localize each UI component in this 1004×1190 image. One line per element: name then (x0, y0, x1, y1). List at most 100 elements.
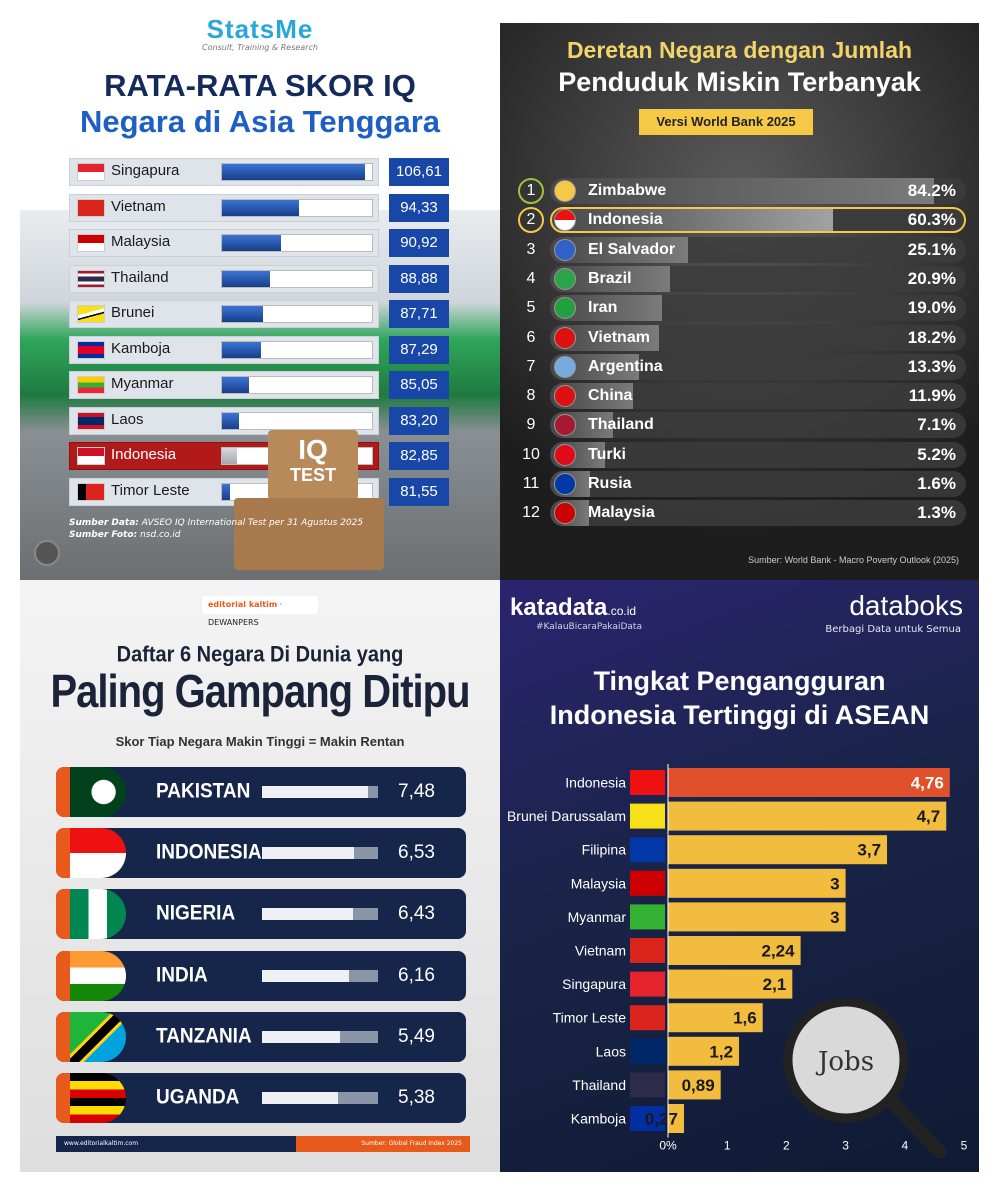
iq-bar (222, 199, 299, 216)
poverty-country: Rusia (588, 475, 632, 492)
unemployment-bar (668, 1036, 740, 1066)
poverty-rank: 9 (526, 416, 536, 434)
poverty-row: 11 Rusia 1.6% (516, 471, 966, 497)
flag-icon (70, 1073, 126, 1123)
iq-value: 88,88 (389, 264, 449, 293)
poverty-row: 6 Vietnam 18.2% (516, 324, 966, 351)
poverty-subtitle: Penduduk Miskin Terbanyak (558, 67, 921, 97)
flag-icon (554, 385, 576, 408)
iq-bar (222, 483, 231, 500)
fraud-track (262, 1092, 378, 1104)
poverty-rank: 6 (526, 328, 536, 346)
poverty-track (550, 178, 966, 204)
fraud-row: PAKISTAN 7,48 (56, 767, 466, 817)
unemployment-bar (668, 835, 888, 865)
unemployment-bar (668, 868, 846, 898)
iq-bar (222, 377, 250, 393)
poverty-title: Deretan Negara dengan Jumlah (566, 37, 913, 63)
iq-country: Myanmar (111, 375, 174, 392)
editorial-logos: editorial kaltim · DEWANPERS (202, 596, 318, 627)
iq-value: 83,20 (389, 406, 449, 435)
flag-icon (77, 305, 105, 323)
poverty-rank: 4 (526, 269, 536, 287)
poverty-rank: 10 (522, 445, 540, 463)
fraud-value: 7,48 (398, 781, 435, 802)
poverty-track (550, 412, 966, 439)
fraud-subtitle: Paling Gampang Ditipu (50, 666, 470, 718)
iq-bar (222, 235, 281, 251)
iq-row: Vietnam 94,33 (69, 193, 449, 222)
poverty-bar (550, 178, 934, 204)
x-tick-label: 1 (724, 1139, 731, 1153)
iq-row: Malaysia 90,92 (69, 229, 449, 257)
iq-title: RATA-RATA SKOR IQ (104, 68, 416, 103)
flag-icon (554, 443, 576, 466)
fraud-country: INDONESIA (156, 841, 262, 865)
poverty-rank: 8 (526, 387, 536, 405)
fraud-panel: editorial kaltim · DEWANPERS Daftar 6 Ne… (20, 580, 500, 1172)
unemployment-country-label: Singapura (562, 976, 626, 992)
iq-row: Laos 83,20 (69, 406, 449, 435)
iq-row: Singapura 106,61 (69, 158, 449, 186)
poverty-track (550, 324, 966, 351)
user-icon[interactable] (34, 540, 60, 566)
unemployment-country-label: Thailand (572, 1077, 626, 1093)
poverty-value: 20.9% (907, 268, 956, 288)
poverty-row: 5 Iran 19.0% (516, 295, 966, 322)
iq-row: Indonesia 82,85 (69, 442, 449, 470)
iq-bar (222, 270, 270, 287)
unemployment-value: 1,2 (709, 1042, 733, 1061)
poverty-country: Turki (588, 445, 626, 463)
iq-country: Malaysia (111, 233, 171, 250)
flag-icon (630, 1005, 665, 1031)
iq-bar (222, 448, 238, 464)
poverty-country: Malaysia (588, 504, 655, 522)
flag-icon (630, 870, 665, 896)
flag-icon (554, 414, 576, 437)
iq-country: Singapura (111, 162, 180, 179)
unemployment-country-label: Indonesia (565, 775, 626, 791)
poverty-row: 3 El Salvador 25.1% (516, 236, 966, 263)
iq-country: Timor Leste (111, 481, 190, 499)
fraud-footer: Sumber: Global Fraud Index 2025 www.edito… (56, 1136, 470, 1152)
poverty-panel: Deretan Negara dengan Jumlah Penduduk Mi… (500, 23, 979, 580)
katadata-name: katadata (510, 594, 608, 621)
fraud-accent (56, 767, 70, 817)
logo-editorial: editorial kaltim (208, 600, 278, 609)
x-tick-label: 3 (842, 1139, 849, 1153)
unemployment-bar (668, 936, 801, 965)
poverty-row: 7 Argentina 13.3% (516, 353, 966, 380)
flag-icon (70, 767, 126, 817)
flag-icon (77, 376, 105, 394)
unemployment-bar (668, 768, 950, 797)
katadata-suffix: .co.id (607, 604, 637, 618)
unemployment-country-label: Kamboja (571, 1111, 626, 1127)
unemployment-value: 4,76 (911, 774, 944, 793)
poverty-value: 1.3% (917, 503, 956, 523)
poverty-track (550, 236, 966, 263)
flag-icon (554, 267, 576, 290)
iq-bar (222, 412, 240, 429)
fraud-value: 6,53 (398, 842, 435, 864)
iq-row: Thailand 88,88 (69, 264, 449, 293)
brand-name: StatsMe (206, 14, 314, 44)
flag-icon (554, 238, 576, 261)
unemployment-bar (668, 801, 947, 831)
fraud-bar (262, 1092, 339, 1104)
fraud-country: TANZANIA (156, 1024, 252, 1048)
footer-website[interactable]: www.editorialkaltim.com (64, 1140, 139, 1147)
iq-source: Sumber Data: AVSEO IQ International Test… (69, 517, 363, 541)
flag-icon (554, 473, 576, 495)
flag-icon (630, 1106, 665, 1131)
unemployment-value: 1,6 (733, 1009, 757, 1028)
flag-icon (554, 355, 576, 378)
poverty-value: 19.0% (907, 298, 956, 318)
iq-track (221, 340, 373, 359)
iq-country: Kamboja (111, 339, 171, 357)
iq-row: Brunei 87,71 (69, 300, 449, 328)
unemployment-bar (668, 969, 793, 999)
iq-track (221, 234, 373, 252)
iq-test-block-image: IQ TEST (268, 430, 358, 500)
flag-icon (77, 234, 105, 252)
version-badge: Versi World Bank 2025 (639, 109, 813, 135)
